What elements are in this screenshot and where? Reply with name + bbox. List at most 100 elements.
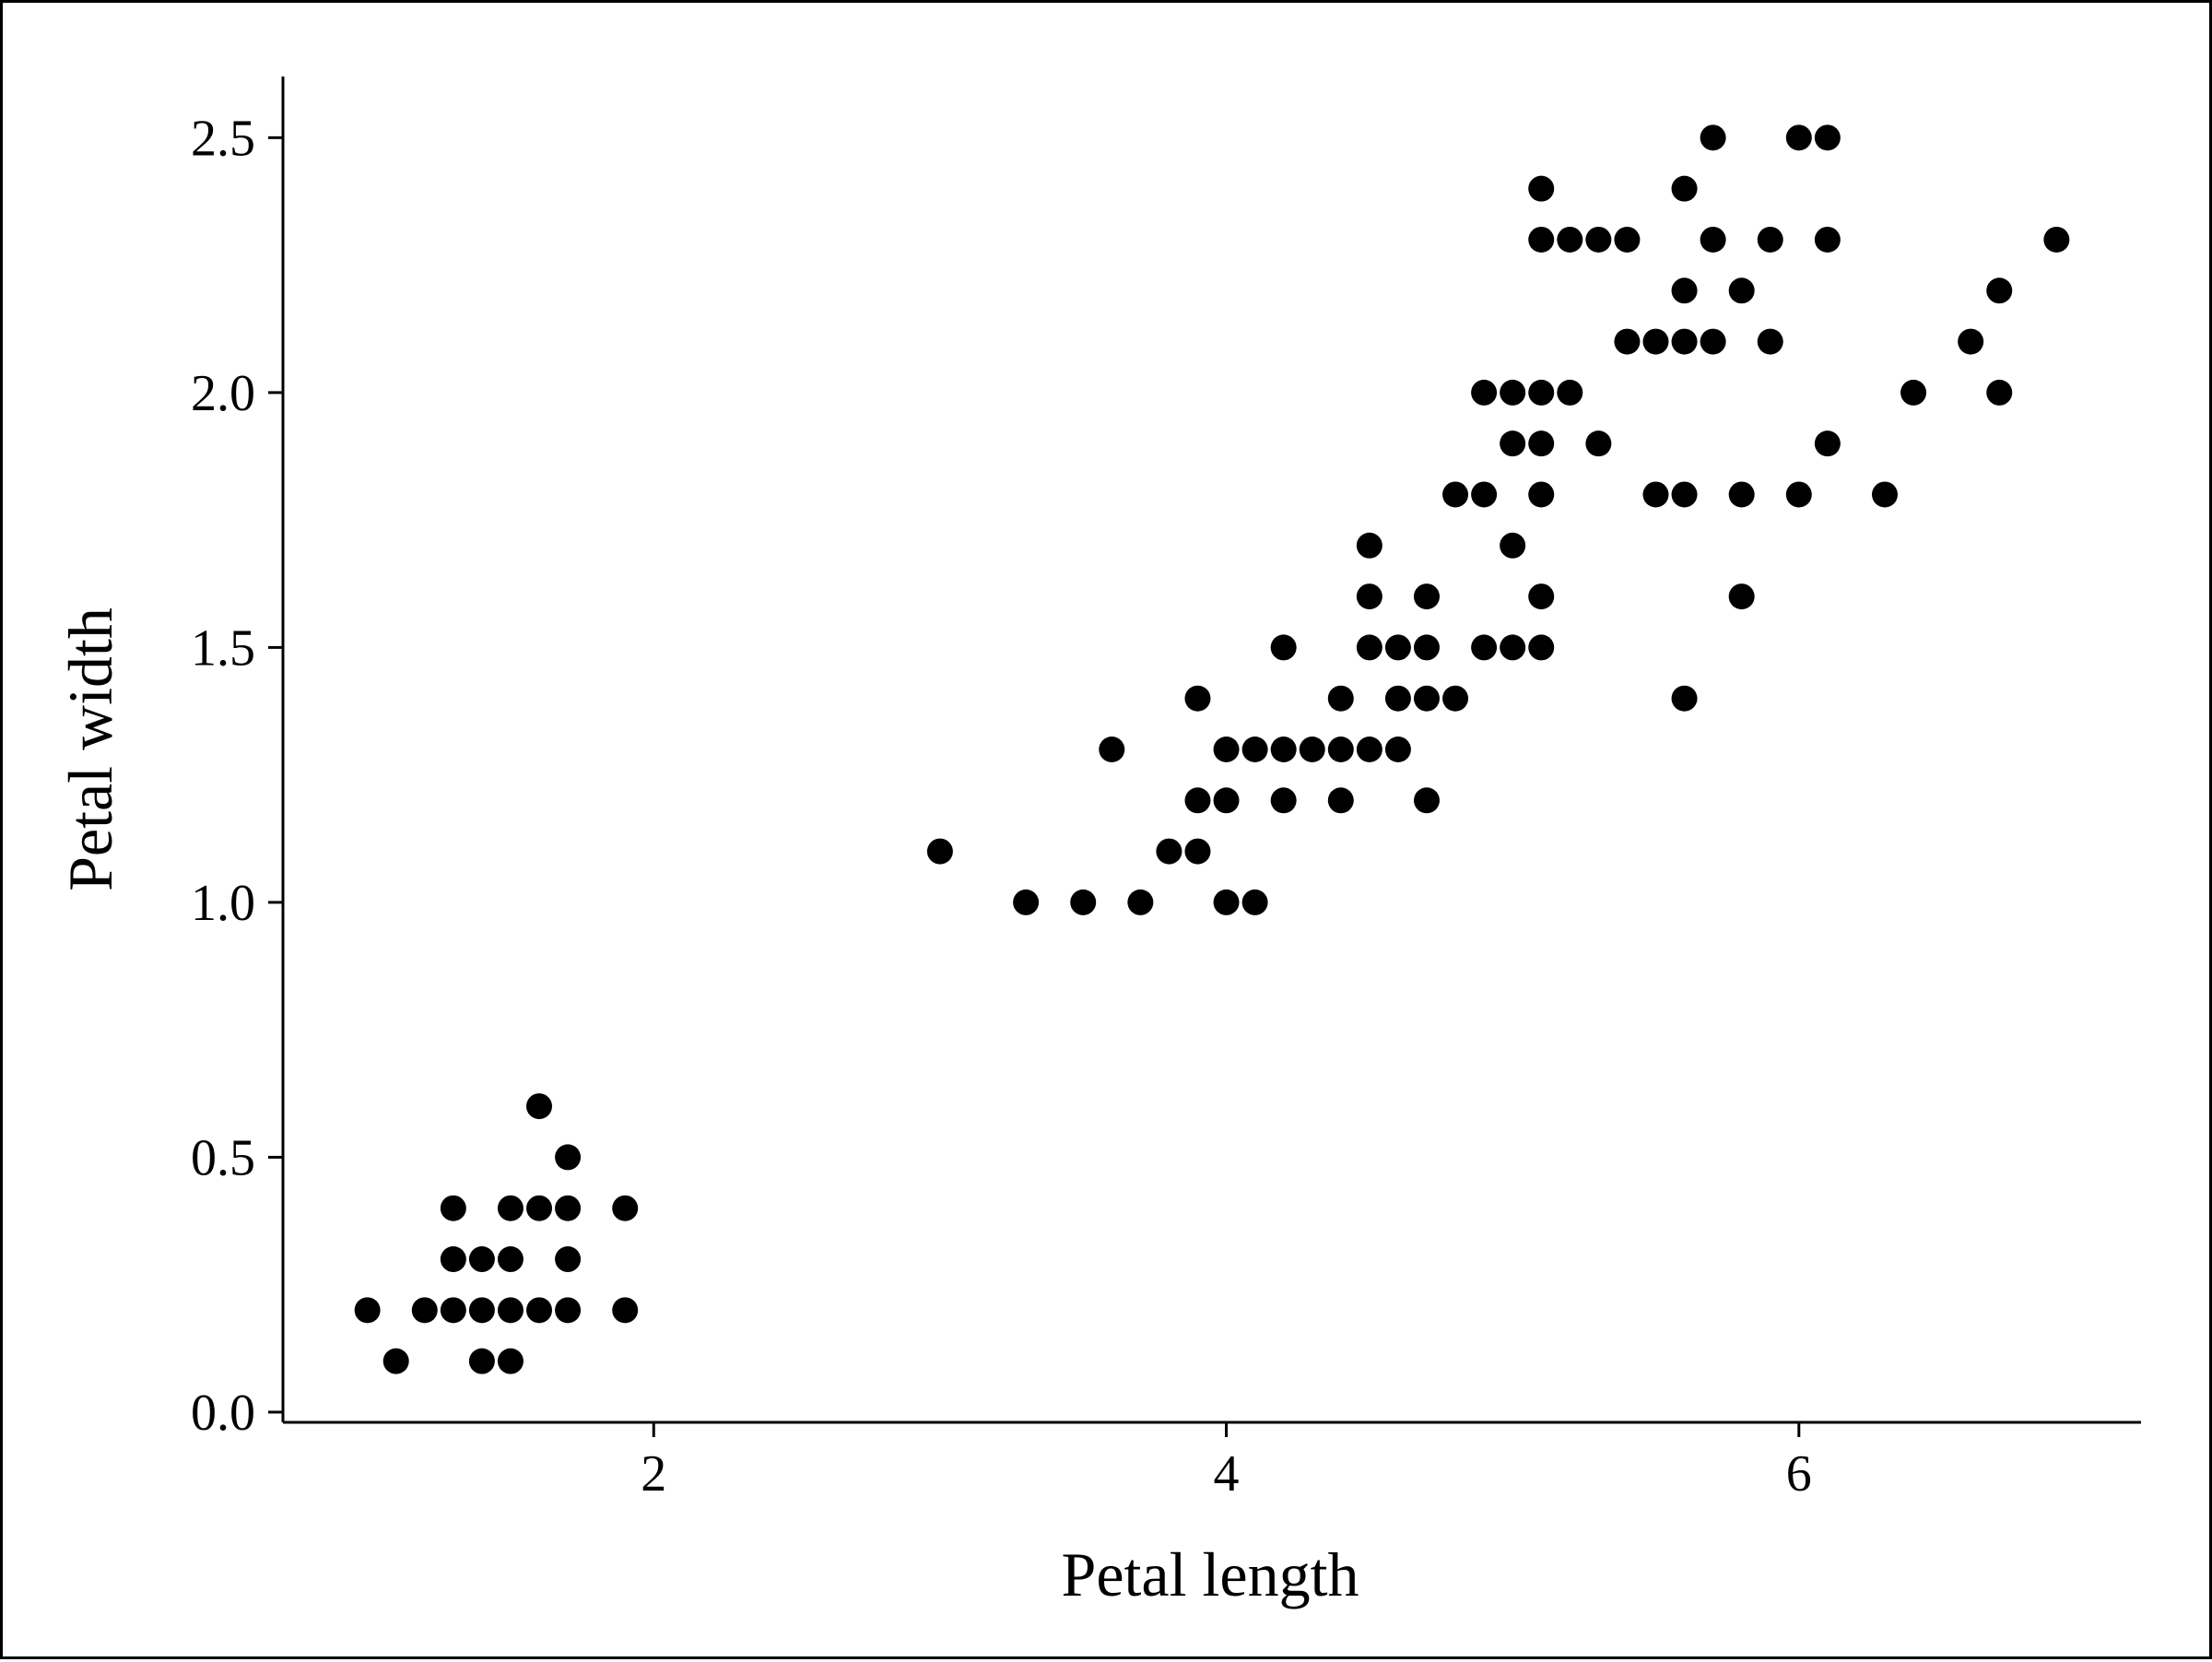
scatter-point	[555, 1195, 582, 1221]
scatter-point	[1528, 481, 1555, 508]
scatter-point	[1757, 328, 1783, 355]
scatter-point	[1557, 226, 1583, 253]
scatter-point	[1500, 532, 1526, 559]
scatter-point	[1671, 685, 1698, 712]
scatter-point	[468, 1348, 495, 1374]
scatter-point	[440, 1195, 466, 1221]
scatter-point	[1442, 481, 1469, 508]
scatter-point	[1356, 737, 1382, 762]
scatter-point	[612, 1195, 639, 1221]
scatter-point	[1642, 328, 1669, 355]
scatter-point	[1700, 226, 1726, 253]
scatter-point	[1557, 379, 1583, 406]
scatter-point	[1270, 634, 1297, 661]
scatter-point	[2043, 226, 2070, 253]
x-tick-label: 4	[1214, 1445, 1240, 1503]
scatter-point	[1413, 583, 1440, 610]
scatter-point	[1270, 737, 1297, 762]
scatter-point	[497, 1195, 524, 1221]
scatter-point	[1241, 737, 1268, 762]
y-tick-label: 0.0	[191, 1385, 255, 1442]
scatter-point	[1299, 737, 1325, 762]
x-tick-label: 2	[641, 1445, 666, 1503]
scatter-point	[1614, 226, 1641, 253]
scatter-point	[1471, 481, 1498, 508]
scatter-point	[1013, 889, 1040, 915]
scatter-point	[612, 1297, 639, 1324]
scatter-point	[555, 1297, 582, 1324]
scatter-point	[468, 1246, 495, 1273]
y-axis-title: Petal width	[55, 607, 125, 891]
scatter-point	[1642, 481, 1669, 508]
scatter-point	[1413, 787, 1440, 814]
scatter-points	[354, 124, 2070, 1374]
scatter-point	[1671, 175, 1698, 202]
scatter-point	[1986, 379, 2013, 406]
scatter-point	[411, 1297, 438, 1324]
scatter-point	[1871, 481, 1898, 508]
scatter-point	[1327, 685, 1354, 712]
scatter-point	[1986, 277, 2013, 304]
scatter-point	[1671, 481, 1698, 508]
scatter-point	[1356, 634, 1382, 661]
scatter-point	[1384, 737, 1411, 762]
scatter-point	[1528, 634, 1555, 661]
scatter-point	[1785, 124, 1812, 151]
scatter-point	[497, 1297, 524, 1324]
scatter-point	[1500, 634, 1526, 661]
scatter-point	[1384, 685, 1411, 712]
y-tick-label: 1.0	[191, 875, 255, 932]
scatter-point	[1958, 328, 1984, 355]
scatter-point	[382, 1348, 409, 1374]
scatter-point	[1270, 787, 1297, 814]
scatter-point	[1241, 889, 1268, 915]
scatter-point	[1528, 430, 1555, 457]
scatter-point	[440, 1297, 466, 1324]
scatter-point	[1585, 226, 1612, 253]
x-axis-title: Petal length	[1062, 1539, 1359, 1609]
y-axis: 0.0 0.5 1.0 1.5 2.0 2.5	[191, 77, 285, 1442]
scatter-point	[1728, 277, 1755, 304]
y-tick-label: 0.5	[191, 1129, 255, 1186]
scatter-point	[1728, 583, 1755, 610]
scatter-point	[1070, 889, 1097, 915]
scatter-point	[1614, 328, 1641, 355]
scatter-point	[1356, 583, 1382, 610]
scatter-point	[526, 1195, 553, 1221]
scatter-point	[1814, 430, 1841, 457]
scatter-point	[1184, 838, 1211, 865]
scatter-point	[526, 1093, 553, 1120]
scatter-point	[440, 1246, 466, 1273]
scatter-point	[1213, 889, 1240, 915]
scatter-point	[1785, 481, 1812, 508]
scatter-point	[1900, 379, 1927, 406]
scatter-point	[1384, 634, 1411, 661]
scatter-point	[1814, 124, 1841, 151]
scatter-point	[1500, 379, 1526, 406]
y-tick-label: 1.5	[191, 619, 255, 677]
scatter-point	[1728, 481, 1755, 508]
scatter-point	[354, 1297, 381, 1324]
scatter-point	[497, 1246, 524, 1273]
y-tick-label: 2.0	[191, 365, 255, 422]
scatter-point	[1585, 430, 1612, 457]
scatter-point	[1528, 175, 1555, 202]
scatter-point	[1757, 226, 1783, 253]
scatter-point	[555, 1144, 582, 1171]
scatter-point	[1528, 583, 1555, 610]
scatter-point	[1213, 787, 1240, 814]
y-tick-label: 2.5	[191, 110, 255, 167]
scatter-point	[526, 1297, 553, 1324]
scatter-point	[926, 838, 953, 865]
scatter-point	[1528, 379, 1555, 406]
x-axis: 2 4 6	[283, 1420, 2141, 1503]
scatter-point	[1700, 328, 1726, 355]
scatter-chart: 0.0 0.5 1.0 1.5 2.0 2.5 2 4 6 Petal length Peta…	[55, 77, 2141, 1609]
scatter-point	[1671, 328, 1698, 355]
scatter-point	[1671, 277, 1698, 304]
scatter-point	[1356, 532, 1382, 559]
scatter-point	[1213, 737, 1240, 762]
scatter-point	[1156, 838, 1182, 865]
scatter-point	[1184, 787, 1211, 814]
